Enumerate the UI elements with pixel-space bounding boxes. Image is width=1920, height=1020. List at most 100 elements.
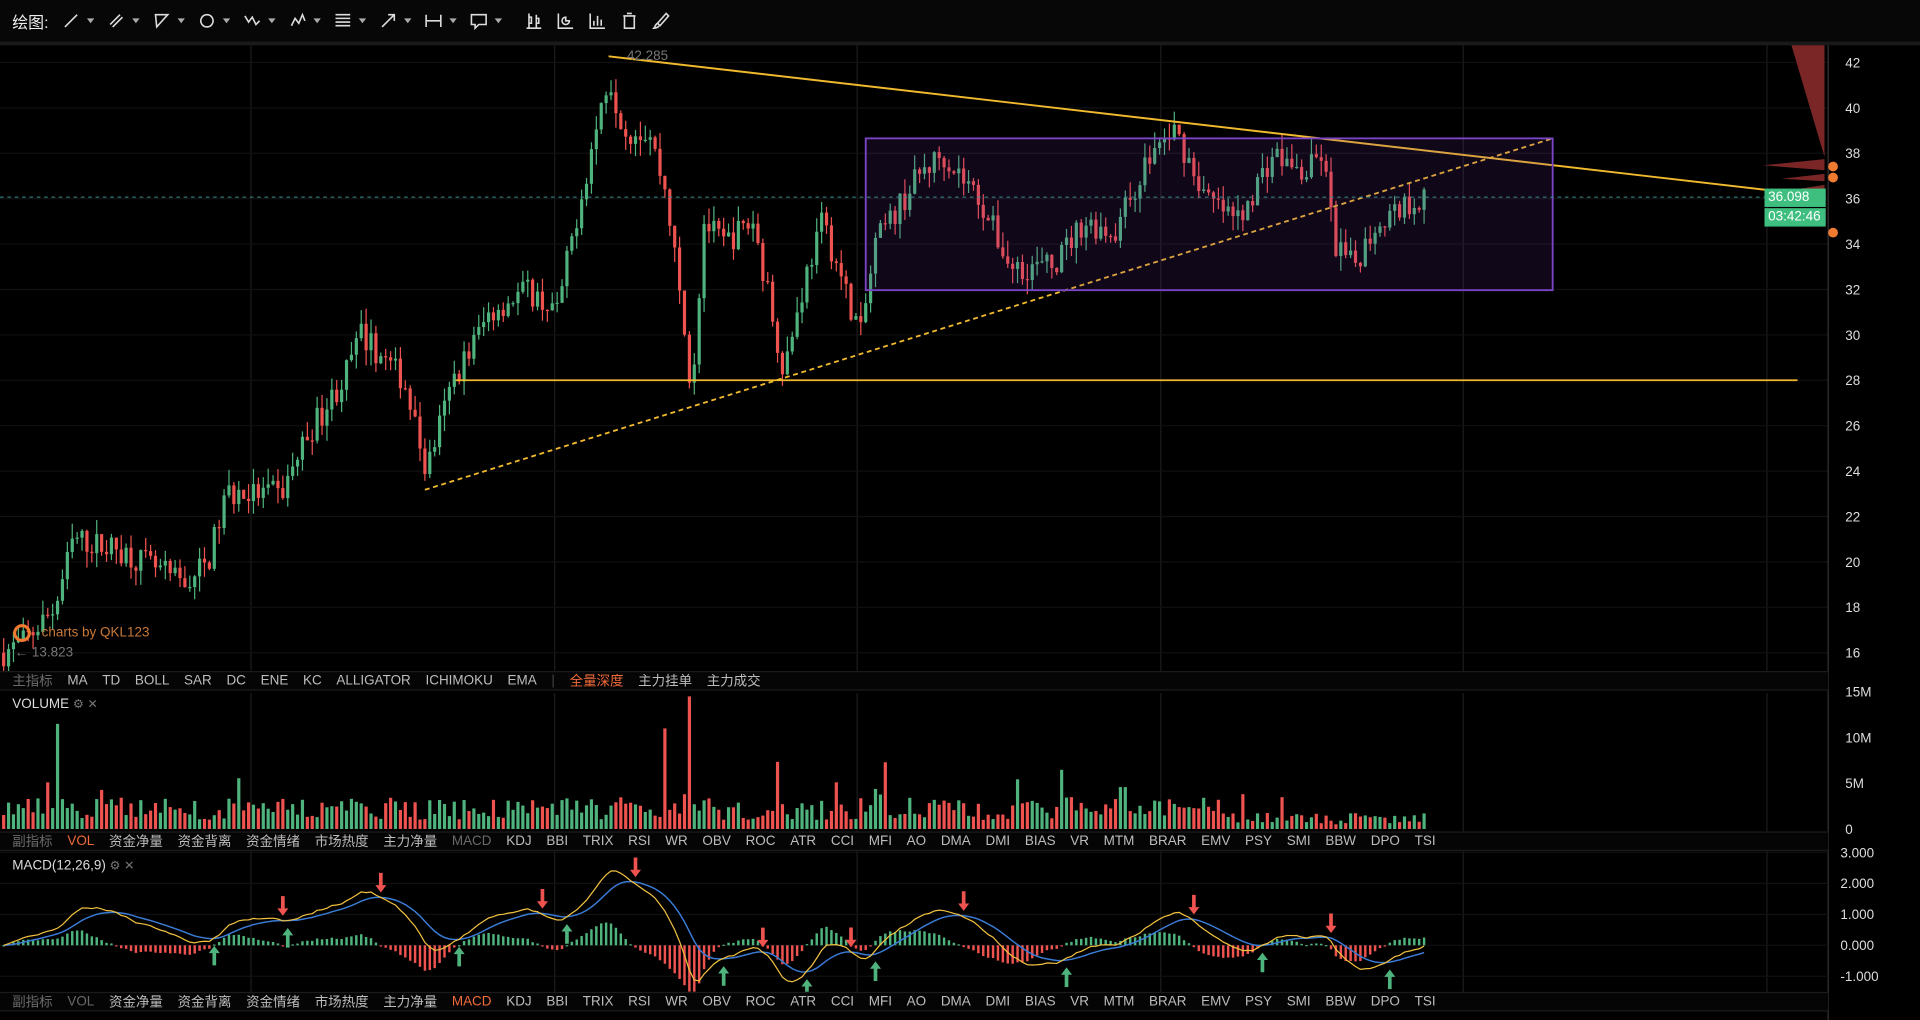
- sub-tab-1[interactable]: VOL: [67, 833, 95, 849]
- macd-tab-6[interactable]: 主力净量: [383, 995, 438, 1011]
- wave-tool-button[interactable]: [242, 11, 276, 31]
- chevron-down-icon[interactable]: [448, 18, 457, 24]
- main-tab-5[interactable]: DC: [226, 673, 246, 689]
- macd-tab-2[interactable]: 资金净量: [108, 995, 163, 1011]
- sub-tab-23[interactable]: MTM: [1103, 833, 1135, 849]
- macd-tab-24[interactable]: BRAR: [1149, 994, 1187, 1009]
- sub-tab-10[interactable]: TRIX: [582, 833, 614, 849]
- gear-icon[interactable]: ⚙: [109, 859, 121, 874]
- macd-tab-18[interactable]: AO: [906, 994, 927, 1009]
- main-tab-3[interactable]: BOLL: [134, 673, 170, 689]
- sub-tab-18[interactable]: AO: [906, 833, 927, 849]
- sub-tab-3[interactable]: 资金背离: [177, 835, 232, 850]
- sub-tab-14[interactable]: ROC: [745, 833, 776, 849]
- arrow-tool-button[interactable]: [378, 11, 411, 31]
- macd-tab-15[interactable]: ATR: [790, 994, 817, 1009]
- main-tab-7[interactable]: KC: [303, 673, 322, 689]
- main-tab-2[interactable]: TD: [102, 673, 121, 689]
- close-icon[interactable]: ✕: [124, 859, 135, 874]
- sub-tab-9[interactable]: BBI: [546, 833, 569, 849]
- macd-tab-19[interactable]: DMA: [940, 994, 971, 1009]
- macd-tab-20[interactable]: DMI: [985, 994, 1011, 1009]
- gear-icon[interactable]: ⚙: [72, 697, 84, 712]
- macd-tab-7[interactable]: MACD: [451, 994, 492, 1009]
- sub-tab-15[interactable]: ATR: [790, 833, 817, 849]
- sub-tab-8[interactable]: KDJ: [506, 833, 532, 849]
- chevron-down-icon[interactable]: [313, 18, 321, 24]
- line-tool-button[interactable]: [61, 11, 94, 31]
- macd-tab-1[interactable]: VOL: [67, 994, 95, 1009]
- sub-tab-13[interactable]: OBV: [702, 833, 731, 849]
- main-tab-9[interactable]: ICHIMOKU: [425, 673, 493, 689]
- chevron-down-icon[interactable]: [358, 18, 366, 24]
- macd-tab-30[interactable]: TSI: [1414, 994, 1436, 1009]
- text-note-tool-button[interactable]: [469, 11, 502, 31]
- chevron-down-icon[interactable]: [222, 18, 230, 24]
- sub-tab-26[interactable]: PSY: [1245, 833, 1272, 849]
- macd-tab-3[interactable]: 资金背离: [177, 995, 232, 1011]
- macd-tab-25[interactable]: EMV: [1201, 994, 1231, 1009]
- macd-tab-4[interactable]: 资金情绪: [246, 995, 301, 1011]
- candle-type-tool-button[interactable]: [524, 11, 544, 31]
- macd-tab-9[interactable]: BBI: [546, 994, 569, 1009]
- triangle-tool-button[interactable]: [151, 11, 185, 31]
- macd-tab-26[interactable]: PSY: [1245, 994, 1272, 1009]
- macd-tab-28[interactable]: BBW: [1325, 994, 1357, 1009]
- macd-tab-29[interactable]: DPO: [1370, 994, 1400, 1009]
- chevron-down-icon[interactable]: [403, 18, 411, 24]
- chevron-down-icon[interactable]: [177, 18, 185, 24]
- pattern-tool-button[interactable]: [287, 11, 321, 31]
- sub-tab-6[interactable]: 主力净量: [383, 835, 438, 850]
- main-tab-12[interactable]: 全量深度: [569, 674, 624, 690]
- pie-tool-button[interactable]: [555, 11, 575, 31]
- sub-tab-21[interactable]: BIAS: [1024, 833, 1056, 849]
- macd-tab-12[interactable]: WR: [665, 994, 688, 1009]
- main-tab-6[interactable]: ENE: [260, 673, 289, 689]
- macd-tab-17[interactable]: MFI: [868, 994, 892, 1009]
- parallel-channel-tool-button[interactable]: [106, 11, 140, 31]
- macd-tab-10[interactable]: TRIX: [582, 994, 614, 1009]
- sub-tab-12[interactable]: WR: [665, 833, 688, 849]
- ellipse-tool-button[interactable]: [197, 11, 230, 31]
- sub-tab-24[interactable]: BRAR: [1149, 833, 1187, 849]
- measure-tool-button[interactable]: [423, 11, 457, 31]
- close-icon[interactable]: ✕: [87, 697, 98, 712]
- sub-tab-25[interactable]: EMV: [1201, 833, 1231, 849]
- main-tab-10[interactable]: EMA: [507, 673, 537, 689]
- macd-tab-16[interactable]: CCI: [830, 994, 855, 1009]
- macd-tab-11[interactable]: RSI: [628, 994, 651, 1009]
- macd-tab-27[interactable]: SMI: [1286, 994, 1311, 1009]
- macd-tab-23[interactable]: MTM: [1103, 994, 1135, 1009]
- sub-tab-30[interactable]: TSI: [1414, 833, 1436, 849]
- main-tab-13[interactable]: 主力挂单: [638, 674, 693, 690]
- sub-tab-22[interactable]: VR: [1070, 833, 1089, 849]
- main-tab-1[interactable]: MA: [67, 673, 88, 689]
- sub-tab-28[interactable]: BBW: [1325, 833, 1357, 849]
- sub-tab-20[interactable]: DMI: [985, 833, 1011, 849]
- macd-tab-14[interactable]: ROC: [745, 994, 776, 1009]
- chevron-down-icon[interactable]: [131, 18, 140, 24]
- main-tab-14[interactable]: 主力成交: [706, 674, 761, 690]
- sub-tab-16[interactable]: CCI: [830, 833, 855, 849]
- sub-tab-2[interactable]: 资金净量: [108, 835, 163, 850]
- sub-tab-11[interactable]: RSI: [628, 833, 651, 849]
- chevron-down-icon[interactable]: [267, 18, 276, 24]
- macd-tab-22[interactable]: VR: [1070, 994, 1089, 1009]
- sub-tab-19[interactable]: DMA: [940, 833, 971, 849]
- main-tab-8[interactable]: ALLIGATOR: [336, 673, 411, 689]
- macd-tab-13[interactable]: OBV: [702, 994, 731, 1009]
- sub-tab-7[interactable]: MACD: [451, 833, 492, 849]
- sub-tab-5[interactable]: 市场热度: [314, 835, 369, 850]
- sub-tab-17[interactable]: MFI: [868, 833, 892, 849]
- fibonacci-tool-button[interactable]: [333, 11, 366, 31]
- main-tab-4[interactable]: SAR: [184, 673, 212, 689]
- macd-tab-5[interactable]: 市场热度: [314, 995, 369, 1011]
- chevron-down-icon[interactable]: [494, 18, 502, 24]
- sub-tab-29[interactable]: DPO: [1370, 833, 1400, 849]
- brush-button[interactable]: [651, 11, 671, 31]
- macd-tab-8[interactable]: KDJ: [506, 994, 532, 1009]
- macd-tab-21[interactable]: BIAS: [1024, 994, 1056, 1009]
- bar-tool-button[interactable]: [587, 11, 607, 31]
- sub-tab-27[interactable]: SMI: [1286, 833, 1311, 849]
